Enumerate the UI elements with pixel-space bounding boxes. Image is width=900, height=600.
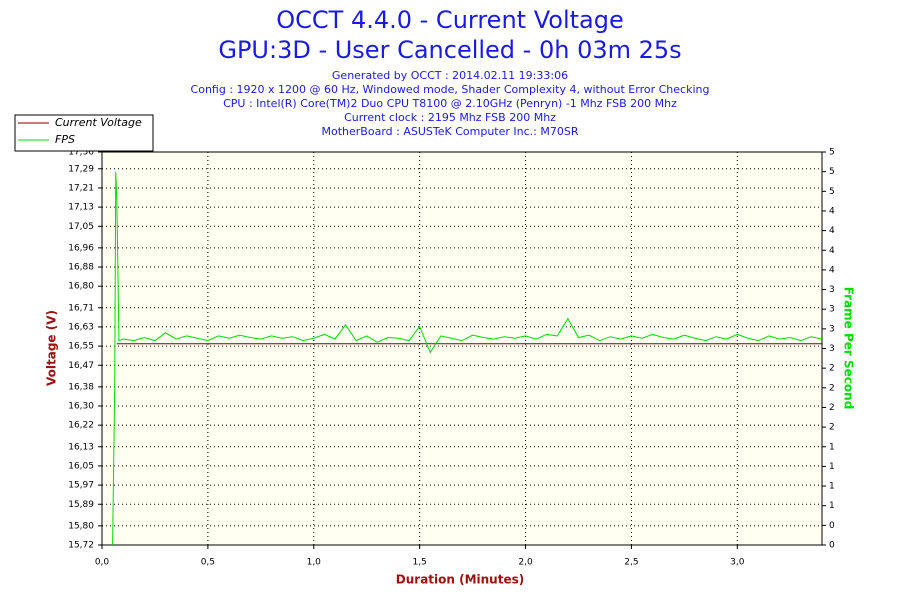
y-tick-label: 17,21 — [68, 183, 94, 193]
y2-tick-label: 3 — [829, 324, 835, 334]
x-tick-label: 1,0 — [307, 558, 322, 568]
y-tick-label: 16,05 — [68, 461, 94, 471]
plot-border — [101, 151, 823, 546]
y-tick-label: 16,47 — [68, 361, 94, 371]
x-tick-label: 0,0 — [95, 558, 110, 568]
y2-tick-label: 2 — [829, 403, 835, 413]
y-tick-label: 16,88 — [68, 263, 94, 273]
y-tick-label: 17,36 — [68, 148, 94, 158]
series-line — [112, 171, 823, 546]
subtitle: Config : 1920 x 1200 @ 60 Hz, Windowed m… — [191, 83, 710, 96]
y-axis-title: Voltage (V) — [45, 310, 59, 386]
y2-tick-label: 1 — [829, 482, 835, 492]
y-tick-label: 16,71 — [68, 303, 94, 313]
x-tick-label: 3,0 — [730, 558, 745, 568]
x-axis-title: Duration (Minutes) — [396, 573, 524, 587]
chart-title: OCCT 4.4.0 - Current Voltage — [276, 6, 623, 34]
y-tick-label: 16,30 — [68, 402, 94, 412]
y2-tick-label: 4 — [829, 246, 835, 256]
y-tick-label: 15,89 — [68, 500, 94, 510]
y-tick-label: 16,13 — [68, 442, 94, 452]
y2-tick-label: 3 — [829, 305, 835, 315]
y2-tick-label: 2 — [829, 423, 835, 433]
y-tick-label: 16,63 — [68, 322, 94, 332]
y2-tick-label: 2 — [829, 364, 835, 374]
y-tick-label: 17,05 — [68, 222, 94, 232]
x-tick-label: 1,5 — [412, 558, 426, 568]
y-tick-label: 17,13 — [68, 203, 94, 213]
y2-tick-label: 0 — [829, 541, 835, 551]
x-tick-label: 2,0 — [518, 558, 533, 568]
y-tick-label: 15,72 — [68, 541, 94, 551]
y-tick-label: 17,29 — [68, 164, 94, 174]
y-tick-label: 16,22 — [68, 421, 94, 431]
y2-tick-label: 4 — [829, 206, 835, 216]
subtitle: CPU : Intel(R) Core(TM)2 Duo CPU T8100 @… — [223, 97, 677, 110]
legend-label: Current Voltage — [55, 116, 142, 129]
x-tick-label: 2,5 — [624, 558, 638, 568]
y2-tick-label: 3 — [829, 344, 835, 354]
chart-title: GPU:3D - User Cancelled - 0h 03m 25s — [218, 36, 681, 64]
y2-axis-title: Frame Per Second — [842, 287, 856, 410]
y2-tick-label: 1 — [829, 442, 835, 452]
y-tick-label: 15,80 — [68, 521, 94, 531]
x-tick-label: 0,5 — [201, 558, 215, 568]
subtitle: Current clock : 2195 Mhz FSB 200 Mhz — [344, 111, 556, 124]
legend-box — [14, 114, 154, 152]
y2-tick-label: 0 — [829, 521, 835, 531]
subtitle: Generated by OCCT : 2014.02.11 19:33:06 — [332, 69, 568, 82]
y2-tick-label: 2 — [829, 383, 835, 393]
y-tick-label: 15,97 — [68, 481, 94, 491]
y-tick-label: 16,96 — [68, 243, 94, 253]
y-tick-label: 16,38 — [68, 382, 94, 392]
y2-tick-label: 5 — [829, 148, 835, 158]
y2-tick-label: 1 — [829, 501, 835, 511]
y2-tick-label: 4 — [829, 265, 835, 275]
y2-tick-label: 5 — [829, 167, 835, 177]
y-tick-label: 16,80 — [68, 282, 94, 292]
subtitle: MotherBoard : ASUSTeK Computer Inc.: M70… — [322, 125, 579, 138]
legend-label: FPS — [55, 133, 75, 146]
y2-tick-label: 4 — [829, 226, 835, 236]
y-tick-label: 16,55 — [68, 342, 94, 352]
plot-area — [102, 152, 822, 545]
y2-tick-label: 5 — [829, 187, 835, 197]
y2-tick-label: 3 — [829, 285, 835, 295]
y2-tick-label: 1 — [829, 462, 835, 472]
